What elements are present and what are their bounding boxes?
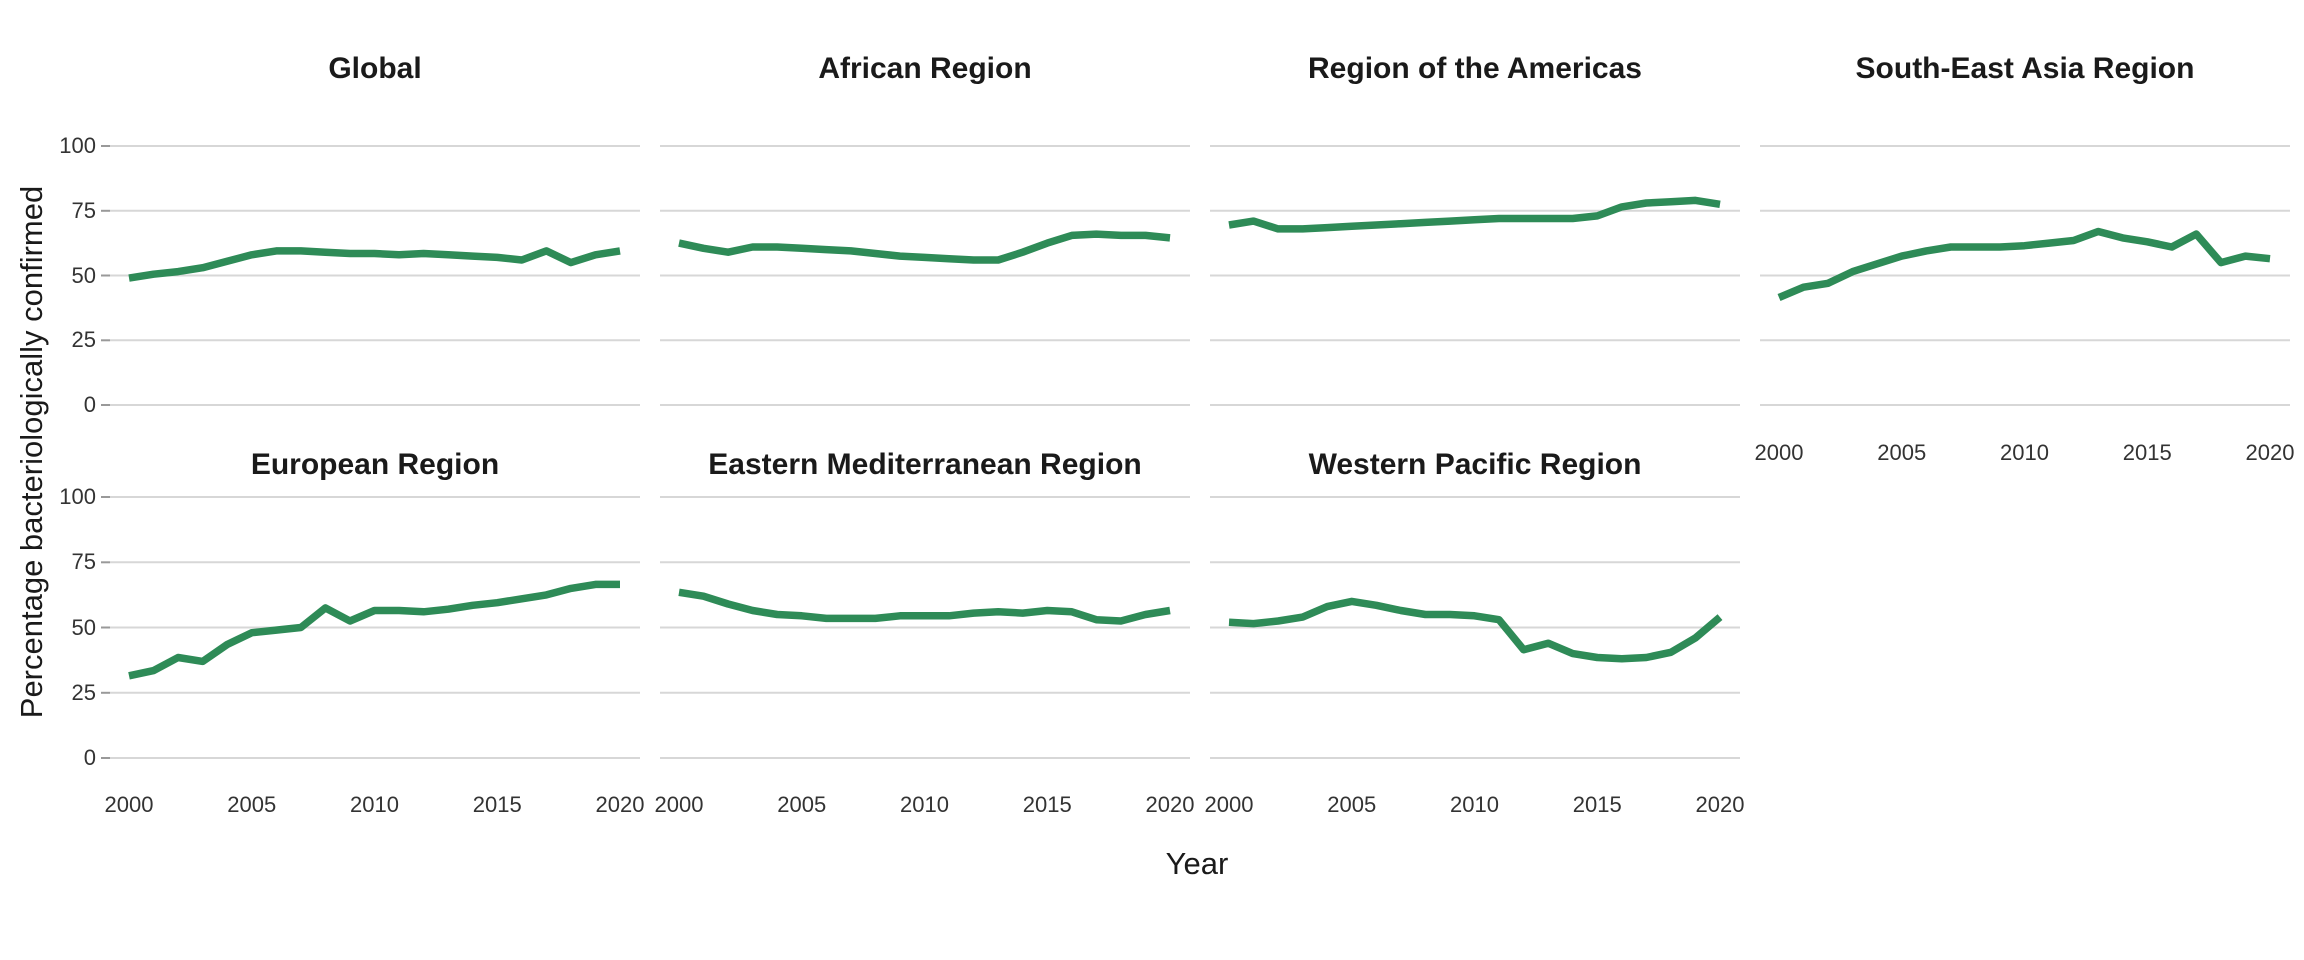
- x-tick-label: 2000: [1754, 440, 1804, 465]
- x-tick-label: 2000: [654, 792, 704, 817]
- x-tick-label: 2020: [1695, 792, 1745, 817]
- x-tick-label: 2005: [227, 792, 277, 817]
- x-tick-label: 2020: [1145, 792, 1195, 817]
- x-axis-title: Year: [1165, 846, 1229, 881]
- y-axis-title: Percentage bacteriologically confirmed: [14, 185, 49, 719]
- y-tick-label: 75: [71, 549, 96, 575]
- x-tick-label: 2000: [1204, 792, 1254, 817]
- panel-title: South-East Asia Region: [1855, 52, 2195, 85]
- y-tick-label: 75: [71, 197, 96, 223]
- x-tick-label: 2000: [104, 792, 154, 817]
- y-tick-label: 100: [59, 133, 96, 158]
- x-tick-label: 2010: [900, 792, 949, 817]
- panel-title: African Region: [818, 52, 1032, 85]
- panel-title: Eastern Mediterranean Region: [708, 448, 1142, 481]
- x-tick-label: 2020: [2245, 440, 2295, 465]
- y-tick-label: 50: [71, 262, 96, 288]
- facet-line-3: [1777, 227, 2271, 301]
- y-tick-label: 25: [71, 679, 96, 705]
- facet-line-2: [1228, 196, 1721, 233]
- facet-line-1: [678, 230, 1171, 264]
- y-tick-label: 50: [71, 614, 96, 640]
- panel-title: Western Pacific Region: [1308, 448, 1642, 481]
- y-tick-label: 100: [59, 484, 96, 509]
- x-tick-label: 2010: [350, 792, 399, 817]
- facet-line-4: [128, 580, 620, 680]
- x-tick-label: 2015: [2122, 440, 2172, 465]
- x-tick-label: 2010: [2000, 440, 2049, 465]
- facet-line-0: [128, 247, 621, 282]
- x-tick-label: 2015: [1022, 792, 1072, 817]
- panel-title: European Region: [250, 448, 500, 481]
- facet-line-6: [1228, 597, 1723, 663]
- panel-title: Global: [328, 52, 422, 85]
- x-tick-label: 2005: [1877, 440, 1927, 465]
- x-tick-label: 2015: [472, 792, 522, 817]
- x-tick-label: 2005: [1327, 792, 1377, 817]
- y-tick-label: 25: [71, 327, 96, 353]
- x-tick-label: 2005: [777, 792, 827, 817]
- facet-line-5: [678, 588, 1171, 625]
- y-tick-label: 0: [83, 745, 96, 770]
- x-tick-label: 2010: [1450, 792, 1499, 817]
- y-tick-label: 0: [83, 392, 96, 417]
- x-tick-label: 2020: [595, 792, 645, 817]
- panel-title: Region of the Americas: [1308, 52, 1642, 85]
- x-tick-label: 2015: [1572, 792, 1622, 817]
